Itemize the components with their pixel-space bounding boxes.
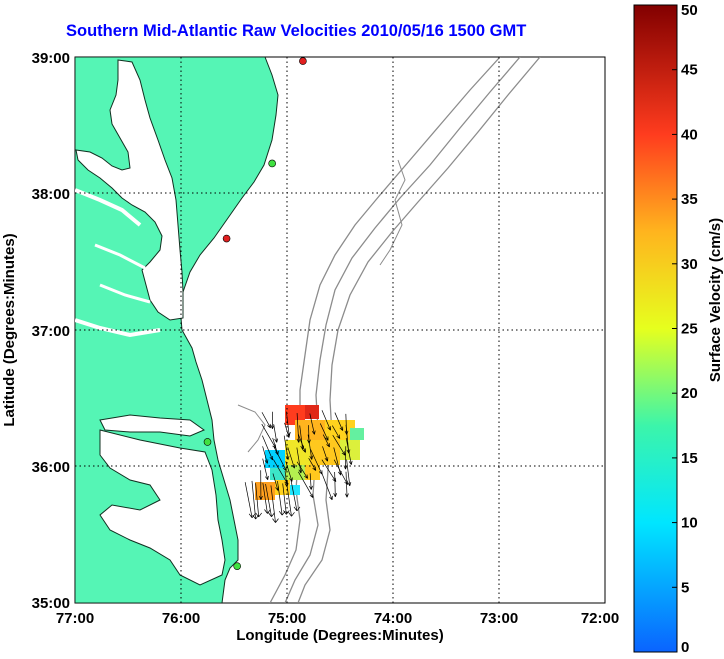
colorbar-tick-label: 5 [681,579,689,596]
chesapeake-bay [75,59,184,321]
velocity-arrow [273,424,279,443]
x-tick-label: 73:00 [480,610,518,627]
colorbar-tick-label: 30 [681,256,698,273]
velocity-arrow [307,434,314,460]
river-rappahannock [94,243,146,270]
velocity-arrow [285,461,293,482]
velocity-arrow [309,413,316,435]
bathymetry-contour-mid [284,57,521,603]
x-tick-labels: 77:00 76:00 75:00 74:00 73:00 72:00 [56,610,619,627]
velocity-cell [265,450,285,468]
bathymetry-contour-inner [269,57,501,603]
x-tick-label: 76:00 [162,610,200,627]
velocity-arrow [308,457,317,471]
colorbar-tick-label: 10 [681,515,698,532]
velocity-arrow [261,412,271,429]
x-tick-label: 74:00 [374,610,412,627]
velocity-arrow [343,446,348,470]
x-tick-label: 72:00 [581,610,619,627]
y-tick-label: 38:00 [32,186,70,203]
velocity-arrow [273,447,287,471]
velocity-arrow [262,483,271,514]
bathymetry-contour-shelf [379,159,406,266]
velocity-arrow [290,480,301,512]
velocity-arrows [244,410,353,523]
colorbar-label: Surface Velocity (cm/s) [707,218,724,382]
x-axis-label: Longitude (Degrees:Minutes) [236,627,444,644]
y-tick-label: 36:00 [32,459,70,476]
colorbar-tick-label: 20 [681,385,698,402]
velocity-arrow [322,434,330,448]
radar-station-marker [222,234,231,243]
velocity-arrow [297,433,306,453]
velocity-cell [305,465,320,480]
velocity-arrow [259,470,263,500]
velocity-cell [255,482,275,500]
velocity-arrow [333,459,349,485]
velocity-arrow [333,447,342,476]
velocity-arrow [333,471,338,497]
colorbar-tick-label: 40 [681,126,698,143]
velocity-arrow [298,471,314,498]
station-markers [203,57,307,570]
velocity-arrow [321,459,337,482]
bathymetry-contour-shelf-2 [237,404,266,453]
colorbar-tick-label: 0 [681,639,689,656]
velocity-arrow [282,483,290,515]
colorbar-ticks: 0 5 10 15 20 25 30 35 40 45 50 [672,2,698,656]
velocity-arrow [332,435,346,456]
velocity-arrow [270,485,279,523]
river-york [99,283,151,304]
velocity-arrow [332,425,341,439]
velocity-arrow [334,412,344,431]
velocity-arrow [346,459,352,487]
velocity-cell [310,440,340,465]
colorbar-tick-label: 50 [681,2,698,19]
y-axis-label: Latitude (Degrees:Minutes) [1,233,18,426]
velocity-cell [290,485,300,495]
velocity-arrow [262,446,269,464]
velocity-arrow [345,437,353,465]
river-james [75,318,161,338]
velocity-arrow [309,473,313,490]
velocity-cell [325,420,355,440]
velocity-arrow [262,435,274,461]
velocity-cell [295,420,325,440]
grid-lines [75,57,605,603]
x-tick-label: 75:00 [268,610,306,627]
velocity-arrow [345,471,349,498]
velocity-arrow [262,458,269,481]
velocity-arrow [286,481,295,517]
velocity-arrow [322,446,329,462]
radar-station-marker [233,562,241,570]
colorbar [633,4,678,653]
velocity-cell [350,428,364,440]
map-title: Southern Mid-Atlantic Raw Velocities 201… [66,22,527,40]
radar-station-marker [203,438,212,446]
velocity-arrow [321,410,331,431]
velocity-arrow [296,413,301,443]
bathymetry-contour-outer [297,57,541,603]
y-tick-label: 39:00 [32,50,70,67]
albemarle-sound [99,414,206,437]
velocity-cell [305,405,319,419]
velocity-arrow [319,423,329,441]
velocity-arrow [321,472,333,501]
colorbar-tick-label: 15 [681,450,698,467]
colorbar-tick-label: 25 [681,321,698,338]
velocity-cell [270,468,285,480]
y-tick-label: 37:00 [32,323,70,340]
y-tick-labels: 39:00 38:00 37:00 36:00 35:00 [32,50,70,612]
x-tick-label: 77:00 [56,610,94,627]
velocity-arrow [296,461,309,479]
velocity-arrow [255,483,262,518]
pamlico-sound [99,429,226,586]
radar-station-marker [268,159,276,168]
river-potomac [75,188,142,227]
colorbar-tick-label: 35 [681,191,698,208]
y-tick-label: 35:00 [32,595,70,612]
colorbar-tick-label: 45 [681,62,698,79]
radar-station-marker [299,57,307,65]
